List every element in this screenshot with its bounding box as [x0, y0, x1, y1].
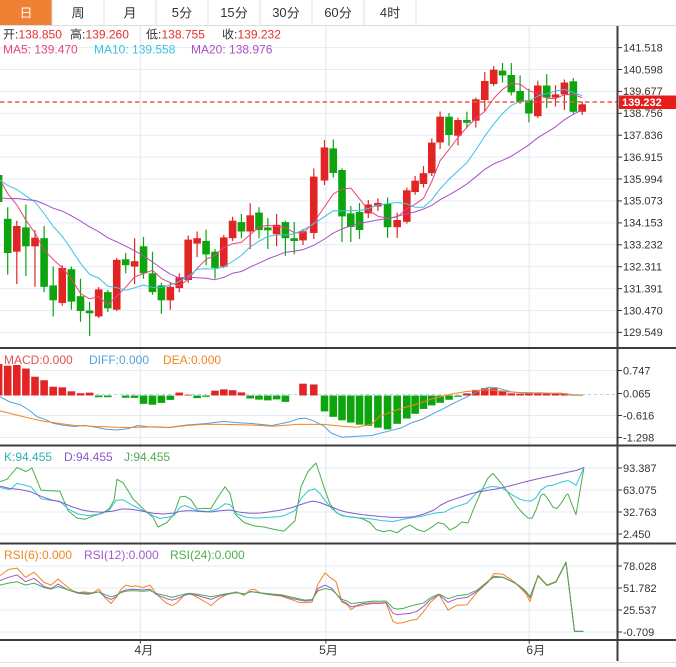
svg-text:DIFF:0.000: DIFF:0.000: [89, 353, 149, 367]
svg-text:138.756: 138.756: [623, 108, 663, 120]
svg-text::: :: [234, 28, 237, 42]
svg-text:141.518: 141.518: [623, 42, 663, 54]
svg-text:D:94.455: D:94.455: [64, 450, 113, 464]
svg-text::: :: [15, 28, 18, 42]
svg-text:134.153: 134.153: [623, 218, 663, 230]
svg-text:25.537: 25.537: [623, 605, 657, 617]
svg-text:78.028: 78.028: [623, 561, 657, 573]
svg-text:4: 4: [380, 5, 387, 20]
svg-text:2.450: 2.450: [623, 529, 651, 541]
svg-text:MA10: 139.558: MA10: 139.558: [94, 43, 176, 57]
svg-text:RSI(6):0.000: RSI(6):0.000: [4, 548, 72, 562]
svg-text:5: 5: [319, 643, 326, 657]
svg-text:6: 6: [526, 643, 533, 657]
svg-text:RSI(12):0.000: RSI(12):0.000: [84, 548, 159, 562]
svg-text:138.850: 138.850: [19, 28, 63, 42]
svg-text:131.391: 131.391: [623, 283, 663, 295]
svg-text:0.065: 0.065: [623, 388, 651, 400]
svg-text:5: 5: [172, 5, 179, 20]
svg-text:130.470: 130.470: [623, 305, 663, 317]
svg-text:63.075: 63.075: [623, 485, 657, 497]
svg-text:135.994: 135.994: [623, 174, 663, 186]
svg-text::: :: [82, 28, 85, 42]
svg-text:93.387: 93.387: [623, 463, 657, 475]
svg-text:0.747: 0.747: [623, 365, 651, 377]
svg-text:129.549: 129.549: [623, 327, 663, 339]
svg-text:-0.709: -0.709: [623, 627, 654, 639]
svg-text:138.755: 138.755: [162, 28, 206, 42]
svg-text:MA20: 138.976: MA20: 138.976: [191, 43, 273, 57]
svg-text:-1.298: -1.298: [623, 432, 654, 444]
svg-text:60: 60: [324, 5, 338, 20]
svg-text:32.763: 32.763: [623, 507, 657, 519]
svg-text:140.598: 140.598: [623, 64, 663, 76]
svg-text:132.311: 132.311: [623, 262, 662, 274]
svg-text:30: 30: [272, 5, 286, 20]
svg-text:15: 15: [220, 5, 234, 20]
svg-text:139.260: 139.260: [86, 28, 130, 42]
svg-text:139.677: 139.677: [623, 86, 663, 98]
svg-text:133.232: 133.232: [623, 240, 663, 252]
svg-text:135.073: 135.073: [623, 196, 663, 208]
svg-text:J:94.455: J:94.455: [124, 450, 170, 464]
svg-text:MACD:0.000: MACD:0.000: [4, 353, 73, 367]
svg-text:139.232: 139.232: [238, 28, 282, 42]
svg-text:RSI(24):0.000: RSI(24):0.000: [170, 548, 245, 562]
svg-text:-0.616: -0.616: [623, 410, 654, 422]
svg-text:K:94.455: K:94.455: [4, 450, 52, 464]
svg-text:137.836: 137.836: [623, 130, 663, 142]
svg-text:MA5: 139.470: MA5: 139.470: [3, 43, 78, 57]
svg-text:4: 4: [135, 643, 142, 657]
svg-text:136.915: 136.915: [623, 152, 663, 164]
svg-text:DEA:0.000: DEA:0.000: [163, 353, 221, 367]
svg-text::: :: [158, 28, 161, 42]
svg-text:51.782: 51.782: [623, 583, 657, 595]
svg-text:139.232: 139.232: [622, 97, 662, 109]
